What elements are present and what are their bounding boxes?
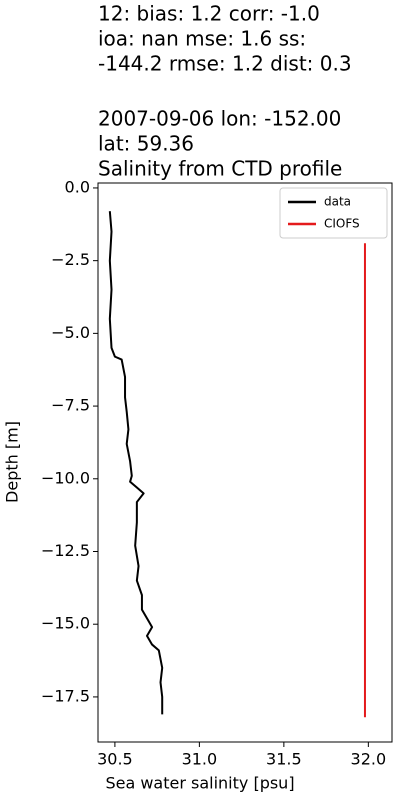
x-tick-label: 31.0	[182, 750, 218, 769]
legend-label: CIOFS	[324, 217, 360, 231]
y-tick-label: −15.0	[41, 614, 90, 633]
x-tick-label: 30.5	[97, 750, 133, 769]
y-axis-label: Depth [m]	[3, 421, 22, 503]
y-tick-label: −10.0	[41, 468, 90, 487]
legend-box	[279, 187, 388, 239]
y-tick-label: −7.5	[51, 396, 90, 415]
y-tick-label: −17.5	[41, 686, 90, 705]
x-axis-label: Sea water salinity [psu]	[105, 774, 294, 793]
y-tick-label: −2.5	[51, 250, 90, 269]
series-line	[108, 211, 164, 715]
y-tick-label: −12.5	[41, 541, 90, 560]
chart-title: 2007-09-06 lon: -152.00	[98, 107, 341, 131]
chart-title: lat: 59.36	[98, 132, 194, 156]
x-tick-label: 31.5	[266, 750, 302, 769]
chart-title: Salinity from CTD profile	[98, 157, 342, 181]
legend-label: data	[324, 195, 351, 209]
plot-frame	[97, 182, 393, 743]
chart-title: -144.2 rmse: 1.2 dist: 0.3	[98, 52, 352, 76]
x-tick-label: 32.0	[351, 750, 387, 769]
y-tick-label: −5.0	[51, 323, 90, 342]
y-tick-label: 0.0	[65, 177, 90, 196]
chart-title: ioa: nan mse: 1.6 ss:	[98, 27, 306, 51]
chart-title: 12: bias: 1.2 corr: -1.0	[98, 2, 320, 26]
